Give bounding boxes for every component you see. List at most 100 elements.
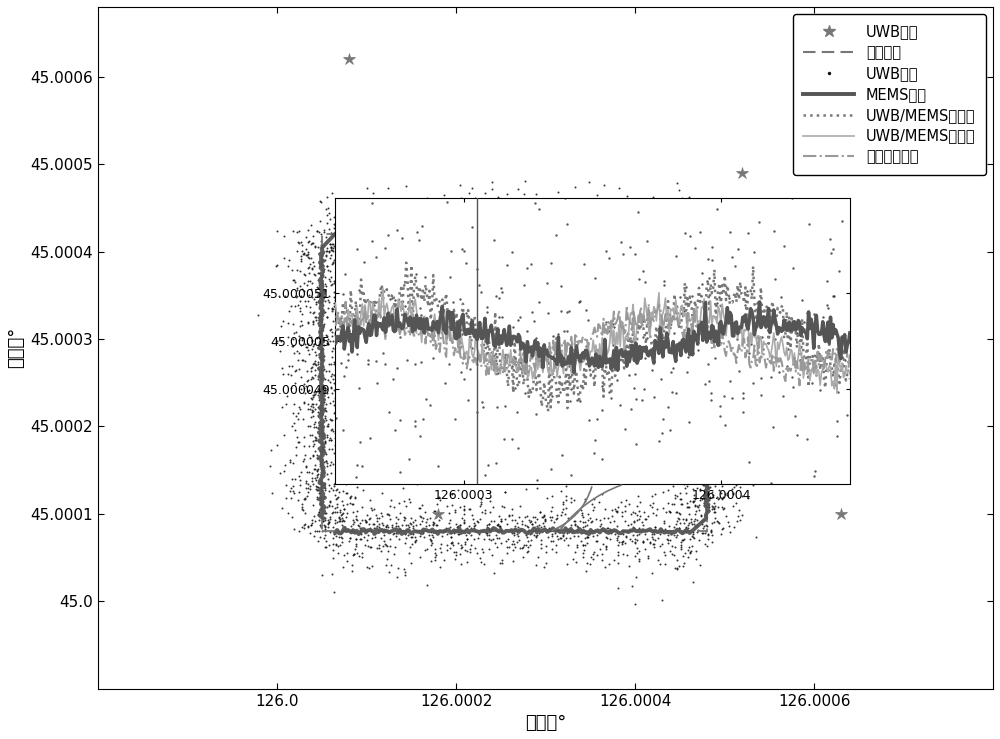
Point [655, 272, 671, 284]
Point [499, 548, 515, 559]
Point [726, 313, 742, 325]
Point [688, 233, 704, 245]
Point [321, 365, 337, 377]
Point [710, 493, 726, 505]
Point [448, 225, 464, 237]
Point [633, 227, 649, 239]
Point [635, 519, 651, 531]
Point [318, 535, 334, 547]
Point [314, 418, 330, 430]
Point [682, 209, 698, 221]
Point [321, 435, 337, 446]
Point [388, 520, 404, 531]
Point [537, 513, 553, 525]
Point [312, 487, 328, 499]
Point [348, 510, 364, 522]
Point [678, 324, 694, 336]
Point [662, 219, 678, 231]
Point [720, 516, 736, 528]
Point [612, 268, 628, 280]
Point [317, 295, 333, 307]
Point [580, 531, 596, 543]
Point [398, 180, 414, 191]
Point [708, 451, 724, 463]
Point [581, 176, 597, 188]
Point [697, 308, 713, 320]
Point [579, 234, 595, 245]
Point [717, 273, 733, 285]
Point [675, 236, 691, 248]
Point [318, 415, 334, 426]
Point [294, 503, 310, 515]
Point [419, 234, 435, 246]
Point [713, 434, 729, 446]
Point [319, 242, 335, 254]
Point [694, 459, 710, 471]
Point [319, 310, 335, 322]
Point [350, 519, 366, 531]
Point [305, 372, 321, 384]
Point [300, 374, 316, 386]
Point [594, 554, 610, 566]
Point [347, 429, 363, 440]
Point [487, 225, 503, 236]
Point [693, 257, 709, 269]
Point [608, 217, 624, 228]
Point [329, 380, 345, 392]
Point [374, 202, 390, 214]
Point [608, 227, 624, 239]
Point [509, 528, 525, 540]
Point [691, 396, 707, 408]
Point [472, 513, 488, 525]
Point [676, 249, 692, 261]
Point [620, 219, 636, 231]
Point [650, 229, 666, 241]
Point [427, 505, 443, 517]
Point [705, 384, 721, 396]
Point [432, 542, 448, 554]
Point [707, 452, 723, 464]
Point [515, 217, 531, 229]
Point [456, 516, 472, 528]
Point [536, 509, 552, 521]
Point [323, 457, 339, 469]
Point [678, 459, 694, 471]
Point [595, 227, 611, 239]
Point [726, 386, 742, 398]
Point [456, 503, 472, 514]
Point [707, 391, 723, 403]
Point [303, 219, 319, 231]
Point [323, 242, 339, 254]
Point [629, 534, 645, 546]
Point [683, 444, 699, 456]
Point [330, 211, 346, 222]
Point [426, 505, 442, 517]
Point [703, 333, 719, 344]
Point [700, 408, 716, 420]
Point [608, 230, 624, 242]
Point [317, 511, 333, 523]
Point [329, 340, 345, 352]
Point [641, 229, 657, 241]
Point [706, 225, 722, 236]
Point [482, 506, 498, 518]
Point [698, 332, 714, 344]
Point [309, 464, 325, 476]
Point [306, 259, 322, 271]
Point [304, 334, 320, 346]
Point [723, 253, 739, 265]
Point [693, 453, 709, 465]
Point [419, 513, 435, 525]
Point [286, 347, 302, 358]
Point [316, 226, 332, 238]
Point [420, 230, 436, 242]
Point [505, 545, 521, 556]
Point [688, 285, 704, 297]
Point [646, 526, 662, 538]
Point [330, 224, 346, 236]
Point [501, 248, 517, 259]
Point [616, 230, 632, 242]
Point [517, 520, 533, 531]
Point [694, 277, 710, 289]
Point [704, 443, 720, 455]
